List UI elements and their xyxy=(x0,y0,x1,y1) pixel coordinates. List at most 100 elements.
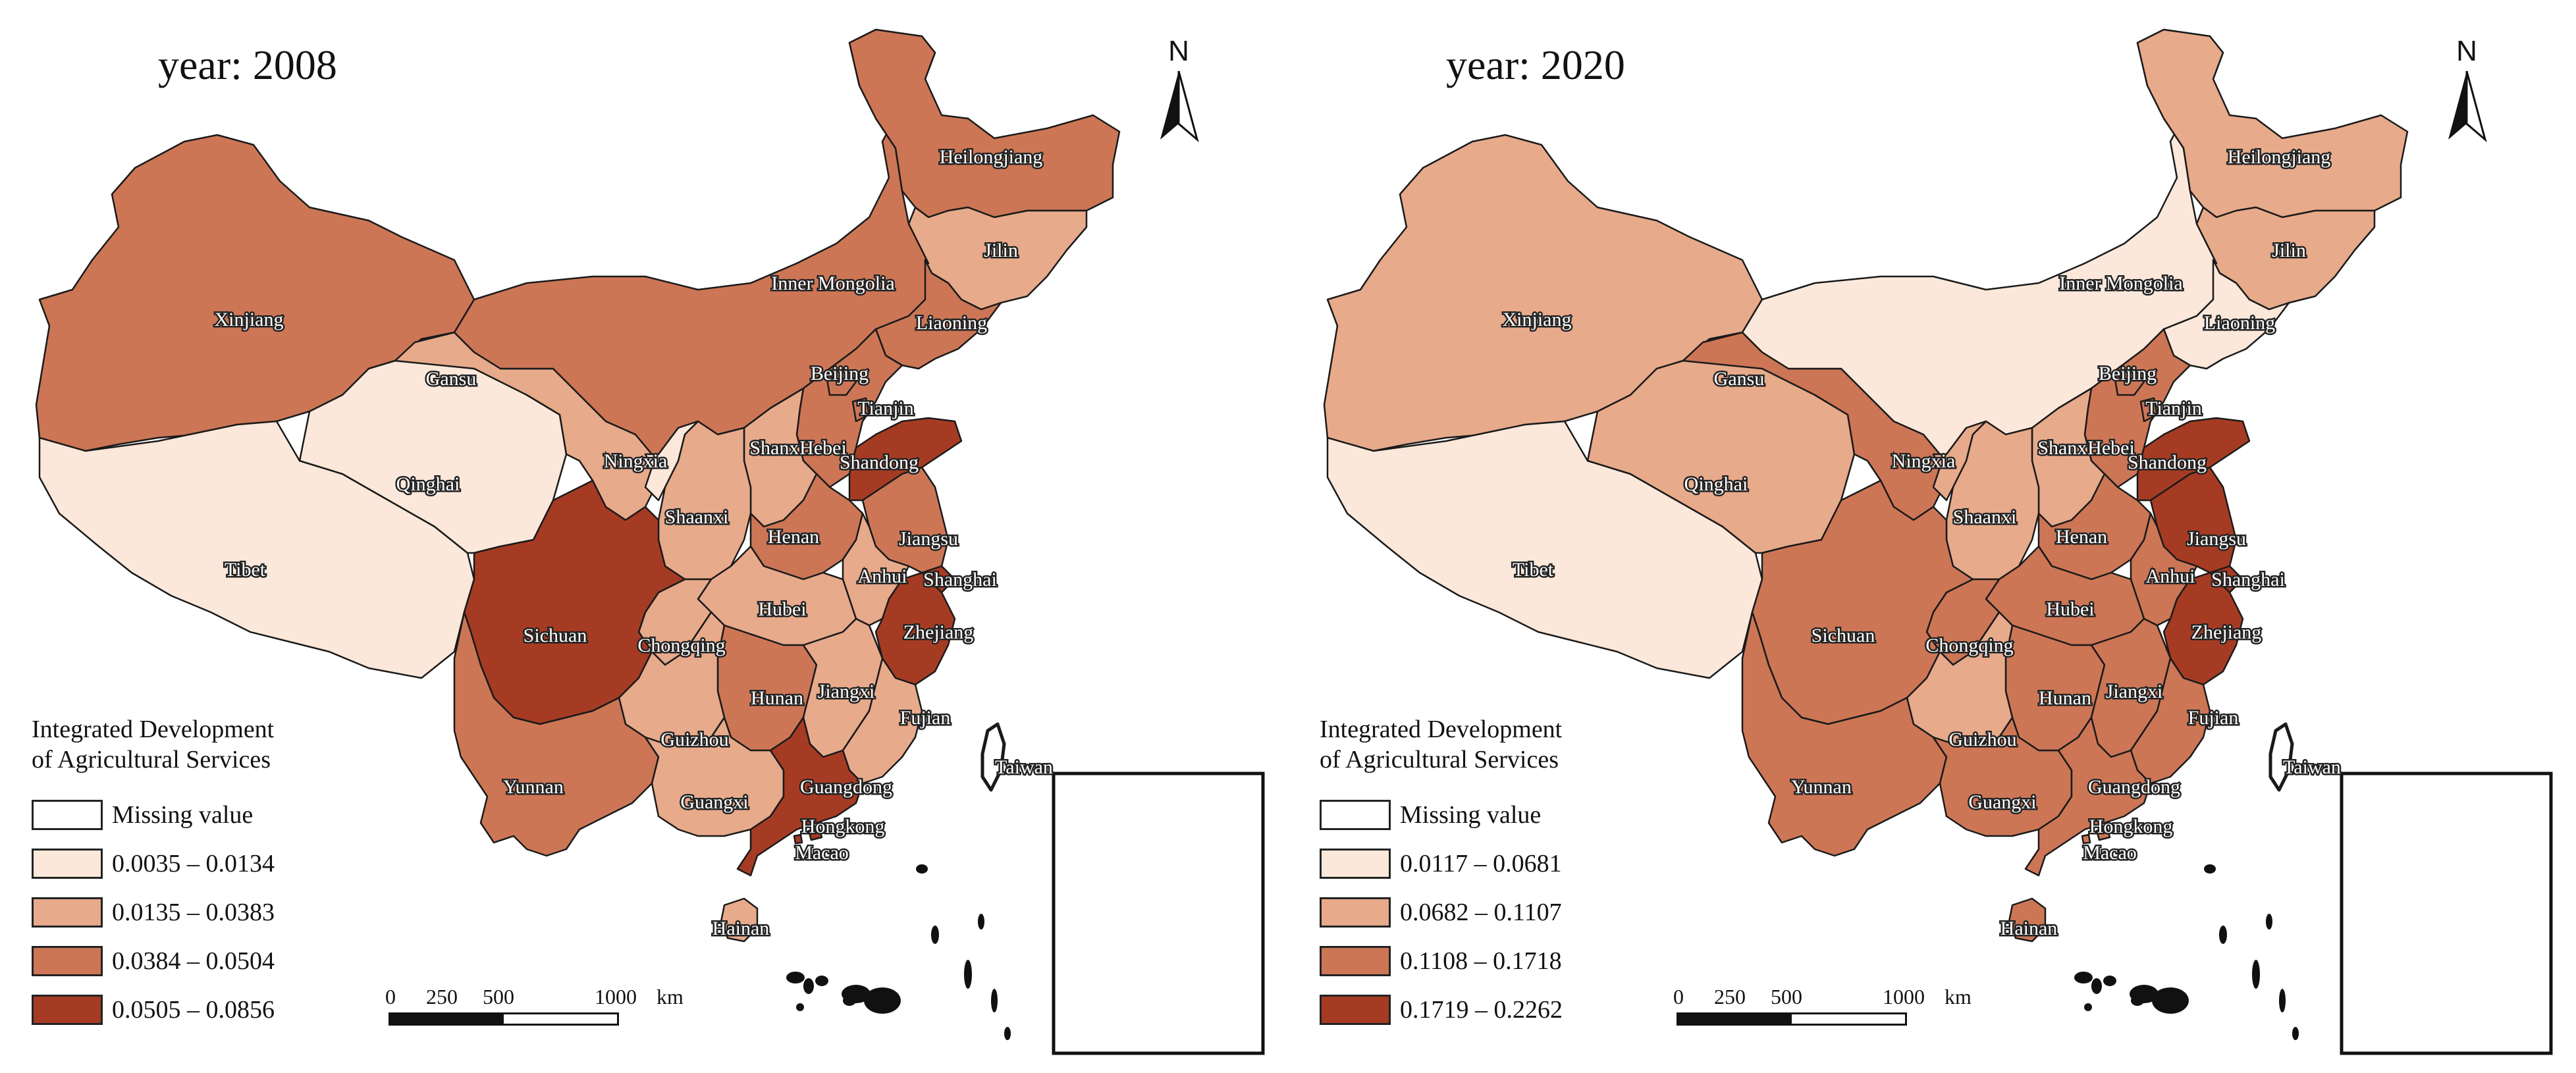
legend-title: Integrated Development of Agricultural S… xyxy=(32,714,374,775)
island-mark xyxy=(2219,926,2227,944)
legend-item-class-2: 0.0135 – 0.0383 xyxy=(32,895,275,929)
scale-bar-labels: 0 250 500 1000 km xyxy=(385,985,728,1011)
north-arrow-icon: N xyxy=(2448,35,2487,143)
province-macao xyxy=(793,833,803,845)
province-hainan xyxy=(720,897,759,943)
island-mark xyxy=(964,960,972,989)
legend-item-class-4: 0.0505 – 0.0856 xyxy=(32,993,275,1027)
scale-tick-label: 250 xyxy=(1714,985,1746,1008)
province-label-liaoning: Liaoning xyxy=(916,312,987,334)
island-mark xyxy=(2152,987,2189,1014)
legend-label: 0.0384 – 0.0504 xyxy=(112,947,275,975)
province-ningxia xyxy=(644,420,699,502)
inset-province-hainan xyxy=(2321,864,2343,889)
province-label-tibet: Tibet xyxy=(225,559,266,581)
island-mark xyxy=(916,864,928,874)
legend-label: 0.0035 – 0.0134 xyxy=(112,850,275,877)
province-label-shandong: Shandong xyxy=(840,452,919,473)
province-label-jiangsu: Jiangsu xyxy=(899,528,958,550)
inset-province-jiangxi xyxy=(1083,696,1130,779)
province-label-macao: Macao xyxy=(2083,842,2137,864)
inset-island xyxy=(2486,1057,2492,1061)
legend-item-class-3: 0.0384 – 0.0504 xyxy=(32,944,275,978)
legend-label: 0.0682 – 0.1107 xyxy=(1400,899,1562,926)
province-label-tibet: Tibet xyxy=(1513,559,1554,581)
province-tibet xyxy=(1326,420,1763,679)
island-mark xyxy=(2084,1003,2092,1011)
province-label-gansu: Gansu xyxy=(1714,368,1765,390)
island-mark xyxy=(843,995,856,1006)
province-label-hebei: Hebei xyxy=(799,437,847,459)
legend-swatch xyxy=(32,800,103,830)
province-label-qinghai: Qinghai xyxy=(396,473,460,495)
province-label-jiangxi: Jiangxi xyxy=(818,681,875,702)
province-yunnan xyxy=(1741,611,1948,857)
island-mark xyxy=(864,987,901,1014)
island-mark xyxy=(815,976,828,986)
map-panel-2020: N Heilongjiang Jilin Inner Mongolia Liaoning… xyxy=(1288,0,2576,1073)
province-liaoning xyxy=(874,259,1002,370)
south-china-sea-inset xyxy=(2321,772,2553,1061)
legend-label: 0.0505 – 0.0856 xyxy=(112,996,275,1024)
province-ningxia xyxy=(1932,420,1987,502)
scale-unit-label: km xyxy=(1945,985,1972,1008)
province-label-hongkong: Hongkong xyxy=(2089,816,2173,837)
province-hongkong xyxy=(2095,827,2111,841)
province-label-taiwan: Taiwan xyxy=(995,756,1053,778)
province-beijing xyxy=(825,367,857,396)
province-hainan xyxy=(2008,897,2047,943)
province-tianjin xyxy=(2139,397,2159,423)
scale-bar xyxy=(1677,1012,1907,1026)
province-liaoning xyxy=(2162,259,2290,370)
scale-tick-label: 500 xyxy=(1771,985,1802,1008)
province-label-shanghai: Shanghai xyxy=(2211,569,2285,590)
province-label-ningxia: Ningxia xyxy=(604,450,668,472)
province-label-shanxi: Shanxi xyxy=(2037,437,2092,459)
scale-tick-label: 1000 xyxy=(595,985,637,1008)
province-label-jiangsu: Jiangsu xyxy=(2187,528,2246,550)
island-mark xyxy=(2292,1027,2299,1040)
province-label-shanghai: Shanghai xyxy=(923,569,997,590)
island-mark xyxy=(2266,914,2272,929)
island-mark xyxy=(796,1003,804,1011)
legend-item-class-3: 0.1108 – 0.1718 xyxy=(1320,944,1562,978)
legend-label: 0.0117 – 0.0681 xyxy=(1400,850,1562,877)
province-label-guizhou: Guizhou xyxy=(660,729,728,750)
province-label-hainan: Hainan xyxy=(2000,918,2058,939)
legend-swatch xyxy=(32,849,103,879)
scale-tick-label: 500 xyxy=(483,985,514,1008)
province-label-zhejiang: Zhejiang xyxy=(2191,621,2262,643)
province-labels: Heilongjiang Jilin Inner Mongolia Liaoning X… xyxy=(213,145,1054,941)
province-label-guangxi: Guangxi xyxy=(680,791,748,813)
province-label-liaoning: Liaoning xyxy=(2204,312,2275,334)
province-tianjin xyxy=(851,397,871,423)
province-label-anhui: Anhui xyxy=(2146,565,2195,587)
island-mark xyxy=(2279,989,2286,1012)
north-letter: N xyxy=(2456,35,2477,67)
province-label-heilongjiang: Heilongjiang xyxy=(2228,146,2331,168)
province-label-hebei: Hebei xyxy=(2087,437,2135,459)
provinces-main xyxy=(1323,28,2409,943)
legend-swatch xyxy=(1320,849,1391,879)
province-taiwan xyxy=(2268,722,2294,792)
legend-swatch xyxy=(1320,800,1391,830)
province-label-tianjin: Tianjin xyxy=(2145,398,2202,419)
legend-item-class-1: 0.0035 – 0.0134 xyxy=(32,847,275,881)
province-label-hongkong: Hongkong xyxy=(801,816,885,837)
island-mark xyxy=(931,926,939,944)
legend-label: Missing value xyxy=(112,801,254,829)
legend-label: 0.1108 – 0.1718 xyxy=(1400,947,1562,975)
scale-tick-label: 0 xyxy=(385,985,396,1008)
province-label-shaanxi: Shaanxi xyxy=(1953,506,2017,528)
province-label-ningxia: Ningxia xyxy=(1892,450,1956,472)
province-label-anhui: Anhui xyxy=(858,565,907,587)
province-taiwan xyxy=(980,722,1006,792)
province-label-shandong: Shandong xyxy=(2128,452,2207,473)
province-label-heilongjiang: Heilongjiang xyxy=(940,146,1043,168)
legend-title-line1: Integrated Development xyxy=(1320,716,1563,743)
province-label-taiwan: Taiwan xyxy=(2283,756,2341,778)
legend-title-line1: Integrated Development xyxy=(32,716,275,743)
province-label-guangdong: Guangdong xyxy=(800,776,892,798)
island-mark xyxy=(2204,864,2216,874)
legend-item-missing: Missing value xyxy=(32,798,253,832)
